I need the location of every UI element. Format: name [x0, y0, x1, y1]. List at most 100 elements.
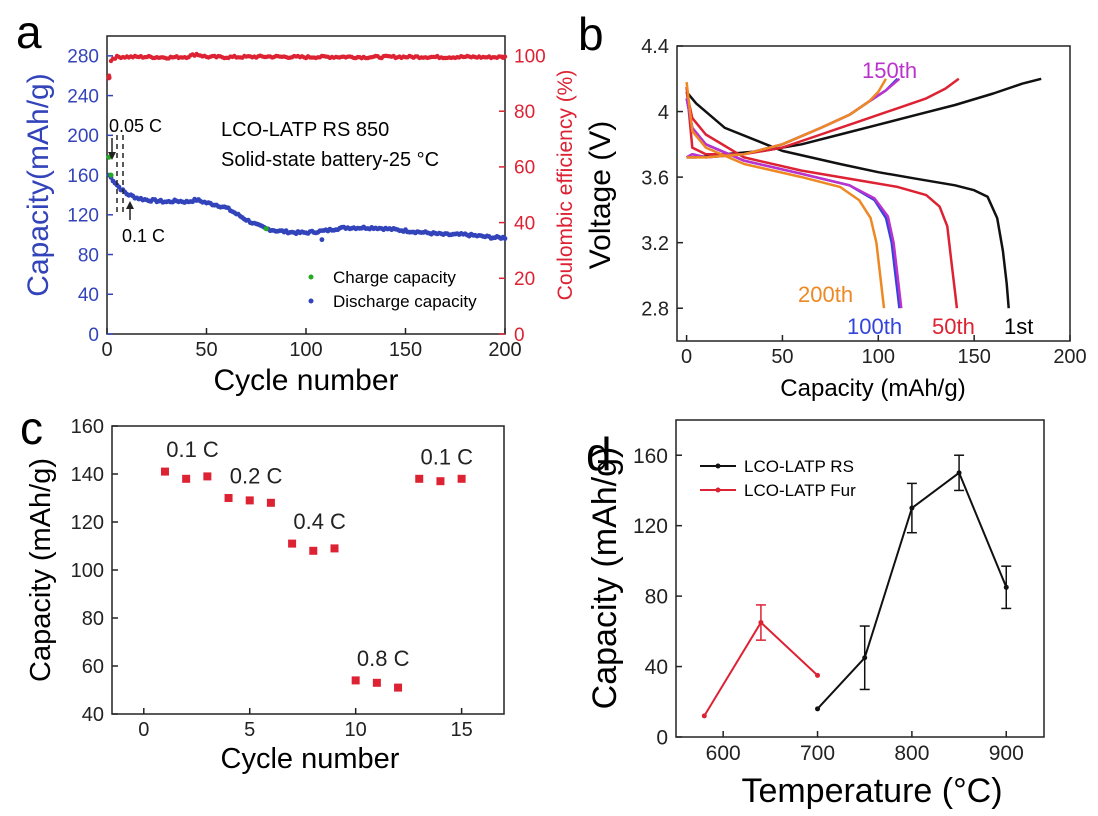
panel-c-marks: [160, 467, 466, 692]
y-tick-label: 40: [645, 656, 668, 679]
curve-100th-discharge: [685, 98, 901, 309]
discharge-point: [502, 236, 508, 241]
x-tick-label: 15: [450, 719, 472, 741]
y2-tick-label: 0: [514, 325, 525, 346]
rate-point: [372, 678, 381, 687]
rate-point: [394, 683, 403, 692]
series-point: [701, 713, 707, 719]
curve-label-100th: 100th: [847, 314, 902, 339]
panel-a-frame: [106, 35, 506, 335]
y-tick-label: 80: [645, 586, 668, 609]
panel-d-x-label: Temperature (°C): [741, 772, 1002, 810]
curve-label-150th: 150th: [862, 58, 917, 83]
panel-a-x-label: Cycle number: [213, 364, 398, 397]
panel-b-marks: [685, 77, 1042, 309]
curve-200th-charge: [686, 78, 888, 159]
y-tick-label: 4: [658, 102, 669, 124]
panel-c-x-ticks: 0 5 10 15: [138, 708, 473, 741]
panel-a-legend-charge-marker: [308, 274, 314, 280]
rate-point: [160, 467, 169, 476]
panel-a-legend-discharge-marker: [308, 298, 314, 304]
curve-1st-discharge: [685, 91, 1010, 309]
panel-b-x-label: Capacity (mAh/g): [780, 375, 965, 402]
y-tick-label: 280: [67, 47, 99, 68]
panel-c-letter: c: [20, 402, 43, 454]
rate-point: [182, 474, 191, 483]
panel-c-annotations: 0.1 C 0.2 C 0.4 C 0.8 C 0.1 C: [166, 437, 473, 671]
panel-a-letter: a: [16, 6, 42, 58]
panel-d-letter: d: [586, 428, 612, 480]
rate-point: [224, 494, 233, 502]
y-tick-label: 100: [71, 560, 104, 582]
y-tick-label: 0: [88, 325, 99, 346]
panel-c-x-label: Cycle number: [221, 743, 400, 775]
panel-a-y2-label: Coulombic efficiency (%): [554, 70, 577, 301]
x-tick-label: 150: [389, 339, 422, 361]
x-tick-label: 10: [345, 719, 367, 741]
x-tick-label: 900: [989, 742, 1024, 765]
panel-d-frame: [675, 419, 1045, 738]
panel-b-x-ticks: 0 50 100 150 200: [681, 335, 1087, 368]
panel-a-title-1: LCO-LATP RS 850: [221, 119, 389, 141]
panel-b-y-ticks: 2.8 3.2 3.6 4 4.4: [641, 36, 683, 320]
panel-d-legend-rs: LCO-LATP RS: [744, 457, 854, 476]
series-point: [1003, 584, 1009, 590]
curve-1st-charge: [686, 77, 1042, 159]
panel-a-rate-1: 0.05 C: [109, 116, 162, 136]
y-tick-label: 80: [78, 245, 99, 266]
x-tick-label: 200: [488, 339, 521, 361]
panel-c-y-label: Capacity (mAh/g): [25, 458, 57, 682]
curve-50th-discharge: [685, 91, 959, 309]
y-tick-label: 120: [71, 512, 104, 534]
panel-d-y-ticks: 0 40 80 120 160: [633, 445, 682, 750]
y-tick-label: 3.2: [641, 233, 669, 255]
y-tick-label: 160: [71, 416, 104, 438]
y-tick-label: 160: [633, 445, 668, 468]
panel-a-arrow-down-head: [108, 152, 116, 160]
series-point: [758, 620, 764, 626]
x-tick-label: 800: [894, 742, 929, 765]
panel-b-y-label: Voltage (V): [584, 121, 617, 269]
panel-d-x-ticks: 600 700 800 900: [706, 731, 1024, 765]
rate-point: [457, 474, 466, 483]
rate-point: [266, 498, 275, 507]
panel-d-legend-fur: LCO-LATP Fur: [744, 481, 856, 500]
rate-point: [245, 496, 254, 505]
discharge-outlier: [319, 237, 325, 243]
panel-a-y-ticks: 0 40 80 120 160 200 240 280: [67, 47, 113, 346]
rate-point: [436, 477, 445, 486]
rate-point: [351, 676, 360, 685]
rate-point: [203, 472, 212, 481]
panel-d-marks: [701, 454, 1012, 719]
panel-a-rate-2: 0.1 C: [122, 226, 165, 246]
x-tick-label: 0: [101, 339, 112, 361]
x-tick-label: 0: [681, 346, 692, 368]
rate-point: [309, 546, 318, 555]
x-tick-label: 200: [1053, 346, 1086, 368]
rate-label: 0.4 C: [293, 509, 346, 534]
panel-a-y2-ticks: 0 20 40 60 80 100: [499, 46, 546, 346]
y-tick-label: 200: [67, 126, 99, 147]
y-tick-label: 120: [633, 515, 668, 538]
series-point: [815, 706, 821, 712]
series-point: [815, 672, 821, 678]
panel-d-legend-fur-marker: [715, 487, 721, 493]
x-tick-label: 0: [138, 719, 149, 741]
y2-tick-label: 60: [514, 158, 535, 179]
rate-point: [330, 544, 339, 553]
curve-150th-discharge: [685, 98, 903, 309]
charge-point: [108, 172, 114, 178]
y-tick-label: 160: [67, 166, 99, 187]
panel-a: a 0 50 100 150 200 0 40 80 120 160 200 240 280 0 20 4…: [16, 6, 577, 397]
y-tick-label: 120: [67, 206, 99, 227]
series-point: [862, 655, 868, 661]
x-tick-label: 100: [862, 346, 895, 368]
y-tick-label: 2.8: [641, 298, 669, 320]
panel-b: b 0 50 100 150 200 2.8 3.2 3.6 4 4.4 Capacity (m…: [578, 8, 1087, 402]
rate-label: 0.1 C: [166, 437, 219, 462]
efficiency-point: [502, 54, 508, 59]
panel-a-arrow-up-head: [126, 201, 134, 209]
charge-point: [263, 226, 269, 232]
curve-label-50th: 50th: [932, 314, 975, 339]
